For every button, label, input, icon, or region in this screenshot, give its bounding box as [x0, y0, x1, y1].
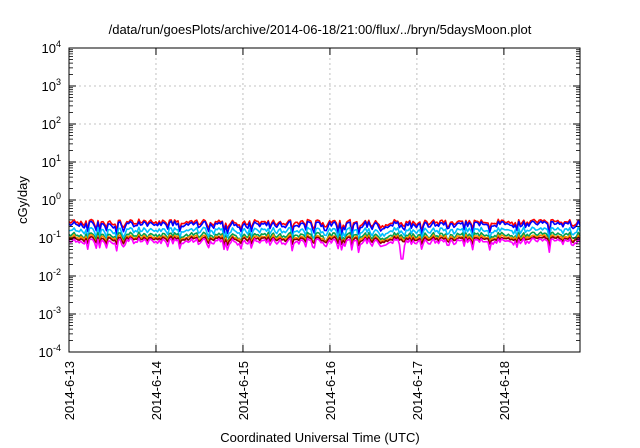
y-axis-label: cGy/day — [15, 176, 30, 224]
x-tick-label: 2014-6-18 — [497, 361, 512, 420]
y-tick-label: 10-4 — [39, 343, 61, 360]
series-line — [68, 218, 581, 233]
series-line — [68, 220, 581, 238]
y-tick-label: 102 — [42, 115, 61, 132]
x-tick-label: 2014-6-14 — [149, 361, 164, 420]
y-tick-label: 104 — [42, 39, 61, 56]
x-tick-label: 2014-6-13 — [62, 361, 77, 420]
grid-lines — [69, 48, 580, 352]
y-tick-label: 100 — [42, 191, 61, 208]
y-tick-label: 10-1 — [39, 229, 61, 246]
y-tick-label: 101 — [42, 153, 61, 170]
x-tick-label: 2014-6-15 — [236, 361, 251, 420]
axis-ticks — [68, 47, 580, 353]
x-tick-label: 2014-6-16 — [323, 361, 338, 420]
x-axis-label: Coordinated Universal Time (UTC) — [220, 430, 420, 445]
series-line — [68, 237, 581, 260]
series-line — [68, 226, 581, 243]
y-tick-label: 10-2 — [39, 267, 61, 284]
x-tick-label: 2014-6-17 — [410, 361, 425, 420]
x-tick-labels: 2014-6-13 2014-6-14 2014-6-15 2014-6-16 2014… — [62, 361, 512, 420]
chart-title: /data/run/goesPlots/archive/2014-06-18/2… — [108, 22, 532, 37]
y-tick-label: 10-3 — [39, 305, 61, 322]
data-series — [68, 218, 581, 260]
y-tick-labels: 104 103 102 101 100 10-1 10-2 10-3 10-4 — [39, 39, 61, 360]
series-line — [68, 235, 581, 248]
y-tick-label: 103 — [42, 77, 61, 94]
